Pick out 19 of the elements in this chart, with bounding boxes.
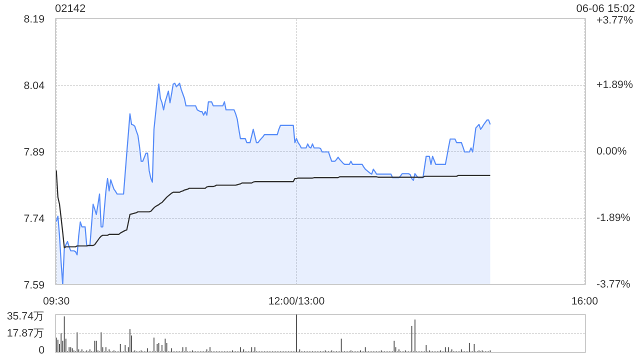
x-tick-label: 09:30 bbox=[42, 296, 70, 308]
y2-tick-label: -1.89% bbox=[596, 212, 631, 224]
y-tick-label: 7.89 bbox=[24, 146, 45, 158]
chart-title: 02142 bbox=[55, 2, 86, 17]
y2-tick-label: -3.77% bbox=[596, 278, 631, 290]
line-series bbox=[56, 170, 491, 248]
x-tick-label: 12:00/13:00 bbox=[268, 296, 325, 308]
y-tick-label: 35.74万 bbox=[6, 310, 45, 322]
y-tick-label: 17.87万 bbox=[6, 328, 45, 340]
text: 06-06 15:02 bbox=[576, 2, 635, 16]
x-tick-label: 16:00 bbox=[571, 296, 598, 308]
y2-tick-label: 0.00% bbox=[596, 146, 628, 158]
y2-tick-label: +1.89% bbox=[596, 78, 634, 91]
y-tick-label: 8.19 bbox=[24, 14, 45, 26]
y2-tick-label: +3.77% bbox=[596, 14, 634, 26]
y-tick-label: 8.04 bbox=[24, 80, 45, 92]
y-tick-label: 7.59 bbox=[24, 280, 45, 292]
y-tick-label: 0 bbox=[38, 344, 45, 356]
y-tick-label: 7.74 bbox=[24, 213, 45, 225]
